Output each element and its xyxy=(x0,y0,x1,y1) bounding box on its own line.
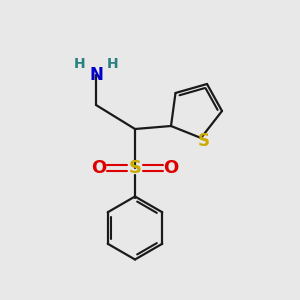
Text: O: O xyxy=(92,159,106,177)
Text: N: N xyxy=(89,66,103,84)
Text: S: S xyxy=(128,159,142,177)
Text: O: O xyxy=(164,159,178,177)
Text: H: H xyxy=(74,58,85,71)
Text: S: S xyxy=(198,132,210,150)
Text: H: H xyxy=(107,58,118,71)
